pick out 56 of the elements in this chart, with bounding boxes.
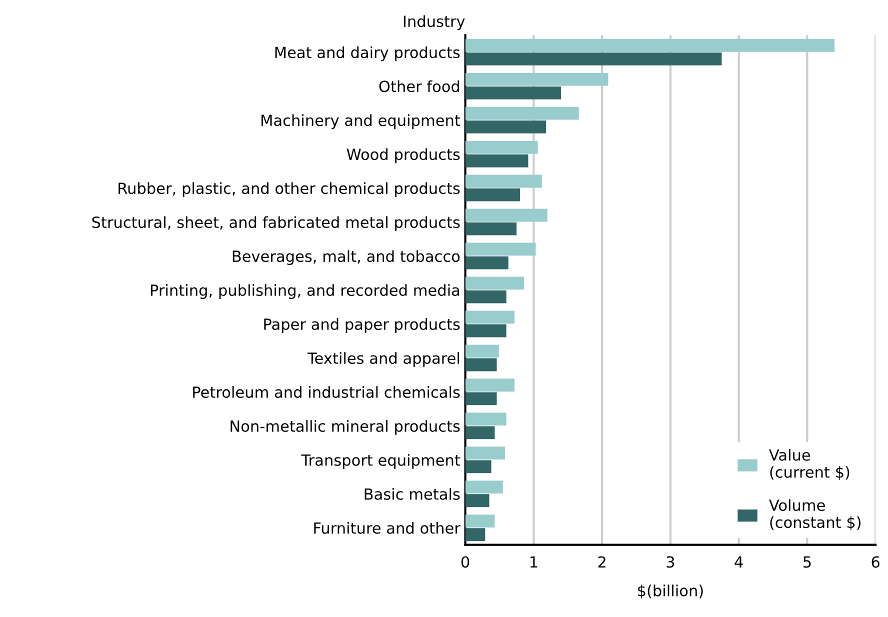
bar [465,480,503,494]
bar [465,174,542,188]
bar [465,106,579,120]
bar [465,528,486,542]
y-tick-label: Wood products [346,148,460,164]
bar [465,426,495,440]
y-tick-label: Beverages, malt, and tobacco [232,250,460,265]
bar [465,276,524,290]
y-axis-title: Industry [404,15,465,30]
x-tick-label: 2 [598,556,606,568]
y-tick-label: Rubber, plastic, and other chemical products [118,182,460,198]
x-tick-label: 1 [530,556,538,568]
bar [465,120,546,134]
y-tick-label: Non-metallic mineral products [230,420,460,435]
bar [465,222,517,236]
bar [465,140,538,154]
bar [465,446,505,460]
y-tick-label: Machinery and equipment [262,114,460,130]
y-tick-label: Structural, sheet, and fabricated metal products [92,216,460,232]
x-tick-label: 3 [666,556,674,568]
bar [465,72,608,86]
bar [465,52,722,66]
bar [465,290,506,304]
bar [465,392,497,406]
y-tick-label: Printing, publishing, and recorded media [150,284,460,299]
x-axis-title: $(billion) [638,584,703,598]
y-tick-label: Furniture and other [314,522,460,534]
bar [465,514,495,528]
y-tick-label: Other food [379,80,460,92]
bar [465,154,528,168]
x-tick-label: 0 [461,556,470,568]
legend-label: Value (current $) [769,448,850,480]
bar [465,242,536,256]
bar [465,310,515,324]
bar [465,358,497,372]
y-tick-label: Basic metals [364,488,460,500]
x-tick-label: 6 [872,556,880,568]
bar [465,494,490,508]
y-tick-label: Transport equipment [301,454,460,469]
bar [465,188,520,202]
y-tick-label: Textiles and apparel [308,352,460,367]
y-tick-label: Petroleum and industrial chemicals [193,386,460,398]
bar [465,344,499,358]
bar [465,208,548,222]
bar [465,324,506,338]
bar [465,378,515,392]
y-tick-label: Meat and dairy products [275,46,460,62]
x-tick-label: 5 [804,556,811,568]
x-tick-label: 4 [734,556,743,568]
bar [465,412,506,426]
bar [465,256,508,270]
bar [465,86,562,100]
bar [465,460,492,474]
y-tick-label: Paper and paper products [264,318,460,333]
legend-label: Volume (constant $) [769,499,861,530]
bar [465,38,835,52]
